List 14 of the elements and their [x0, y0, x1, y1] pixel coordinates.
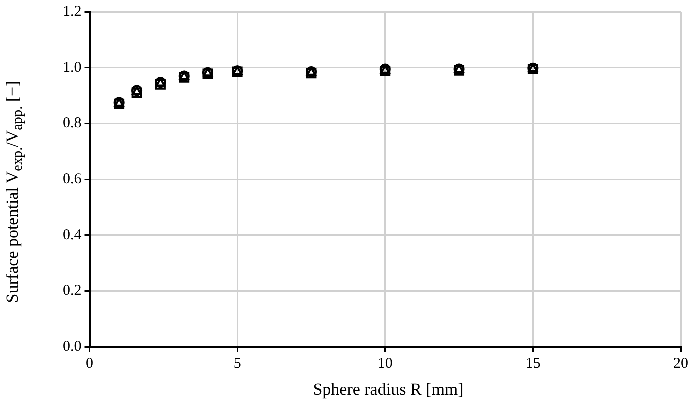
- x-tick-label: 5: [234, 356, 242, 372]
- y-tick-label: 1.0: [63, 60, 82, 76]
- y-tick-label: 0.6: [63, 171, 82, 188]
- y-tick-label: 0.4: [63, 227, 82, 244]
- x-tick-label: 0: [86, 356, 94, 372]
- x-tick-label: 20: [674, 356, 688, 372]
- point: [132, 88, 142, 98]
- y-tick-label: 1.2: [63, 4, 82, 20]
- y-tick-label: 0.8: [63, 116, 82, 132]
- y-tick-label: 0.0: [63, 338, 82, 355]
- y-tick-label: 0.2: [63, 283, 82, 300]
- x-tick-label: 15: [526, 356, 541, 372]
- x-axis-title: Sphere radius R [mm]: [312, 380, 465, 400]
- x-tick-label: 10: [378, 356, 393, 372]
